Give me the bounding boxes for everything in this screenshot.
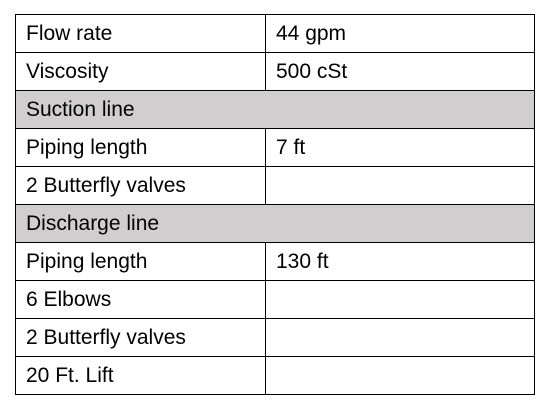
label-cell: Viscosity xyxy=(15,52,266,91)
table-row: 6 Elbows xyxy=(15,280,535,319)
section-header: Suction line xyxy=(15,90,535,129)
table-row: Suction line xyxy=(15,90,535,129)
value-cell xyxy=(265,318,535,357)
label-cell: 2 Butterfly valves xyxy=(15,318,266,357)
table-row: 2 Butterfly valves xyxy=(15,318,535,357)
value-cell xyxy=(265,280,535,319)
value-cell xyxy=(265,356,535,395)
label-cell: Flow rate xyxy=(15,14,266,53)
table-row: Viscosity 500 cSt xyxy=(15,52,535,91)
label-cell: Piping length xyxy=(15,128,266,167)
label-cell: 6 Elbows xyxy=(15,280,266,319)
label-cell: 2 Butterfly valves xyxy=(15,166,266,205)
table-body: Flow rate 44 gpm Viscosity 500 cSt Suction l… xyxy=(15,14,535,395)
label-cell: Piping length xyxy=(15,242,266,281)
value-cell: 500 cSt xyxy=(265,52,535,91)
table-row: 2 Butterfly valves xyxy=(15,166,535,205)
value-cell: 130 ft xyxy=(265,242,535,281)
table-row: Piping length 130 ft xyxy=(15,242,535,281)
table-row: Flow rate 44 gpm xyxy=(15,14,535,53)
value-cell: 7 ft xyxy=(265,128,535,167)
data-table: Flow rate 44 gpm Viscosity 500 cSt Suction l… xyxy=(15,14,535,395)
value-cell: 44 gpm xyxy=(265,14,535,53)
value-cell xyxy=(265,166,535,205)
section-header: Discharge line xyxy=(15,204,535,243)
table-row: Piping length 7 ft xyxy=(15,128,535,167)
label-cell: 20 Ft. Lift xyxy=(15,356,266,395)
table-row: Discharge line xyxy=(15,204,535,243)
table-row: 20 Ft. Lift xyxy=(15,356,535,395)
